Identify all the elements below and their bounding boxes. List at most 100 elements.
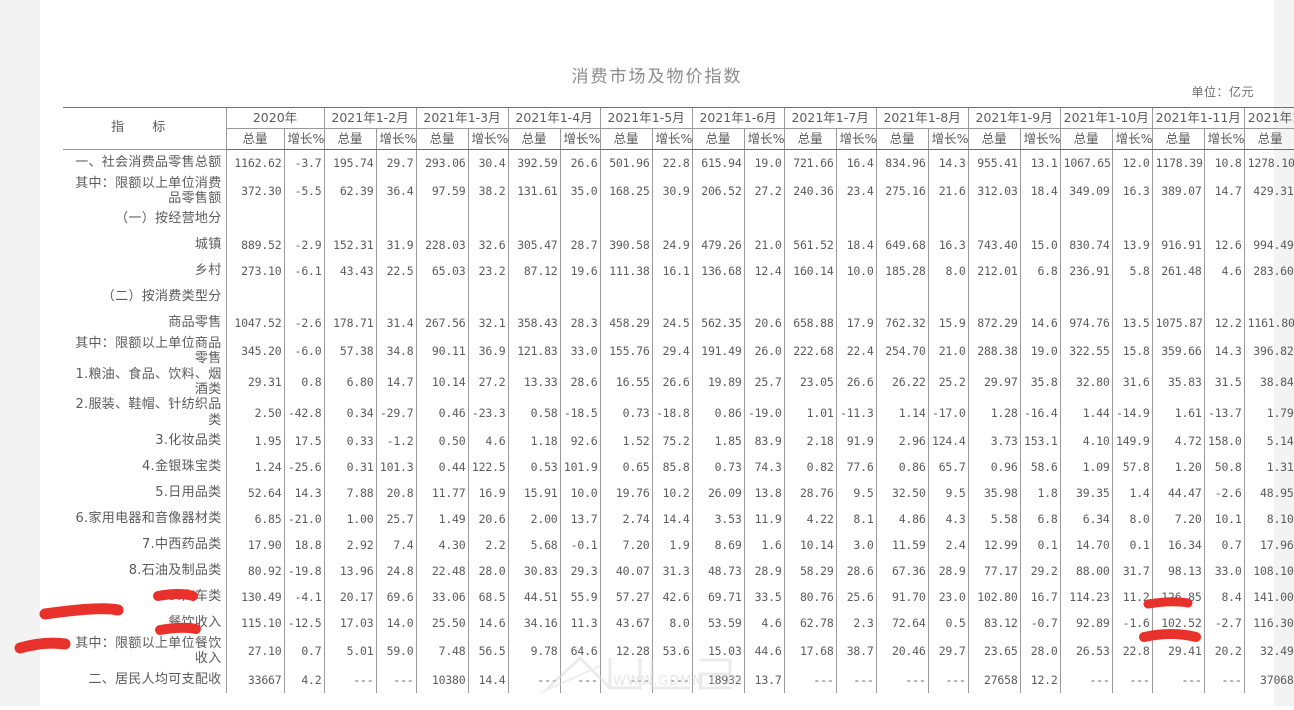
cell-growth: 4.3 xyxy=(927,506,969,533)
cell-growth: 20.6 xyxy=(743,310,785,337)
cell-growth: 13.7 xyxy=(743,666,785,693)
cell-total: 7.20 xyxy=(599,532,653,559)
cell-total: 0.86 xyxy=(875,454,929,481)
cell-total: 6.34 xyxy=(1059,506,1113,533)
cell-growth: 29.7 xyxy=(375,149,417,176)
cell-total: 305.47 xyxy=(507,232,561,259)
cell-growth: -4.1 xyxy=(283,584,324,611)
table-row: 1.粮油、食品、饮料、烟酒类 29.31 0.8 6.80 14.7 10.14 27.2 1… xyxy=(63,366,1294,398)
cell-total xyxy=(415,284,469,311)
cell-growth xyxy=(1111,284,1153,311)
cell-total: 23.65 xyxy=(967,636,1021,667)
cell-total: 206.52 xyxy=(691,175,745,207)
cell-total: 1.24 xyxy=(225,454,284,481)
cell-total: 130.49 xyxy=(225,584,284,611)
cell-growth xyxy=(283,206,324,233)
cell-total: 191.49 xyxy=(691,336,745,367)
cell-growth: 14.3 xyxy=(283,480,324,507)
cell-growth: 31.6 xyxy=(1111,366,1153,398)
cell-total: 1.00 xyxy=(323,506,376,533)
cell-total: 90.11 xyxy=(415,336,469,367)
cell-growth: --- xyxy=(1203,666,1245,693)
table-row: 商品零售 1047.52 -2.6 178.71 31.4 267.56 32.1 358.4… xyxy=(63,310,1294,337)
cell-total: 23.05 xyxy=(783,366,837,398)
table-row: 7.中西药品类 17.90 18.8 2.92 7.4 4.30 2.2 5.68 -0.1 7.… xyxy=(63,532,1294,559)
cell-growth: 3.0 xyxy=(835,532,877,559)
cell-total: 108.10 xyxy=(1243,558,1294,585)
cell-growth: 19.6 xyxy=(559,258,601,285)
sub-header-growth-6: 增长% xyxy=(835,128,876,150)
row-label: 乡村 xyxy=(63,258,227,285)
cell-growth: 27.2 xyxy=(743,175,785,207)
cell-total: 1.79 xyxy=(1243,397,1294,429)
cell-growth xyxy=(1019,284,1061,311)
cell-total xyxy=(1151,206,1205,233)
cell-total: 0.46 xyxy=(415,397,469,429)
cell-total: 98.13 xyxy=(1151,558,1205,585)
cell-total: 561.52 xyxy=(783,232,837,259)
cell-growth: 0.7 xyxy=(283,636,324,667)
cell-growth: 14.6 xyxy=(467,610,509,637)
cell-growth: 29.4 xyxy=(651,336,693,367)
sub-header-total-6: 总量 xyxy=(783,128,837,150)
cell-total: 87.12 xyxy=(507,258,561,285)
cell-growth: 122.5 xyxy=(467,454,509,481)
sub-header-growth-9: 增长% xyxy=(1111,128,1153,150)
cell-growth: 7.4 xyxy=(375,532,417,559)
sub-header-growth-7: 增长% xyxy=(927,128,968,150)
cell-growth: 1.6 xyxy=(743,532,785,559)
cell-growth: 16.4 xyxy=(835,149,877,176)
cell-growth: 25.7 xyxy=(375,506,417,533)
cell-total: 254.70 xyxy=(875,336,929,367)
cell-total: 131.61 xyxy=(507,175,561,207)
cell-total: 0.86 xyxy=(691,397,745,429)
cell-total: 236.91 xyxy=(1059,258,1113,285)
cell-total: --- xyxy=(875,666,929,693)
cell-total: 83.12 xyxy=(967,610,1021,637)
sub-header-growth-0: 增长% xyxy=(283,128,324,150)
cell-total: 27658 xyxy=(967,666,1021,693)
cell-total: 1.31 xyxy=(1243,454,1294,481)
cell-growth: 6.8 xyxy=(1019,258,1061,285)
cell-total: 1.01 xyxy=(783,397,837,429)
cell-total xyxy=(599,206,653,233)
cell-total: 974.76 xyxy=(1059,310,1113,337)
cell-growth: 4.6 xyxy=(743,610,785,637)
cell-total xyxy=(783,206,837,233)
cell-total: 1278.10 xyxy=(1243,149,1294,176)
row-label: 商品零售 xyxy=(63,310,227,337)
cell-total: 116.30 xyxy=(1243,610,1294,637)
cell-total: 58.29 xyxy=(783,558,837,585)
cell-total: 114.23 xyxy=(1059,584,1113,611)
cell-growth: 38.2 xyxy=(467,175,509,207)
cell-growth xyxy=(927,284,969,311)
cell-growth: -21.0 xyxy=(283,506,324,533)
table-body: 一、社会消费品零售总额 1162.62 -3.7 195.74 29.7 293.06 30… xyxy=(63,149,1294,693)
table-head: 指 标 2020年 2021年1-2月 2021年1-3月 2021年1-4月 … xyxy=(63,107,1294,150)
group-header-6: 2021年1-7月 xyxy=(783,107,877,129)
cell-growth: 35.0 xyxy=(559,175,601,207)
cell-total: 3.73 xyxy=(967,428,1021,455)
cell-growth: --- xyxy=(651,666,693,693)
cell-growth xyxy=(283,284,324,311)
cell-growth: 75.2 xyxy=(651,428,693,455)
row-label: 8.石油及制品类 xyxy=(63,558,227,585)
cell-growth: 36.4 xyxy=(375,175,417,207)
cell-growth: 22.8 xyxy=(651,149,693,176)
sub-header-total-0: 总量 xyxy=(225,128,284,150)
cell-total: 97.59 xyxy=(415,175,469,207)
cell-total: 1.61 xyxy=(1151,397,1205,429)
row-label: 其中：限额以上单位餐饮收入 xyxy=(63,636,227,667)
cell-total xyxy=(875,284,929,311)
group-header-3: 2021年1-4月 xyxy=(507,107,601,129)
cell-growth: -18.5 xyxy=(559,397,601,429)
cell-growth: 9.5 xyxy=(927,480,969,507)
cell-growth: --- xyxy=(927,666,969,693)
cell-growth: 56.5 xyxy=(467,636,509,667)
cell-total: 195.74 xyxy=(323,149,376,176)
cell-total: 11.77 xyxy=(415,480,469,507)
cell-total: 18932 xyxy=(691,666,745,693)
cell-total: 27.10 xyxy=(225,636,284,667)
cell-growth: 33.0 xyxy=(1203,558,1245,585)
cell-total: 2.18 xyxy=(783,428,837,455)
